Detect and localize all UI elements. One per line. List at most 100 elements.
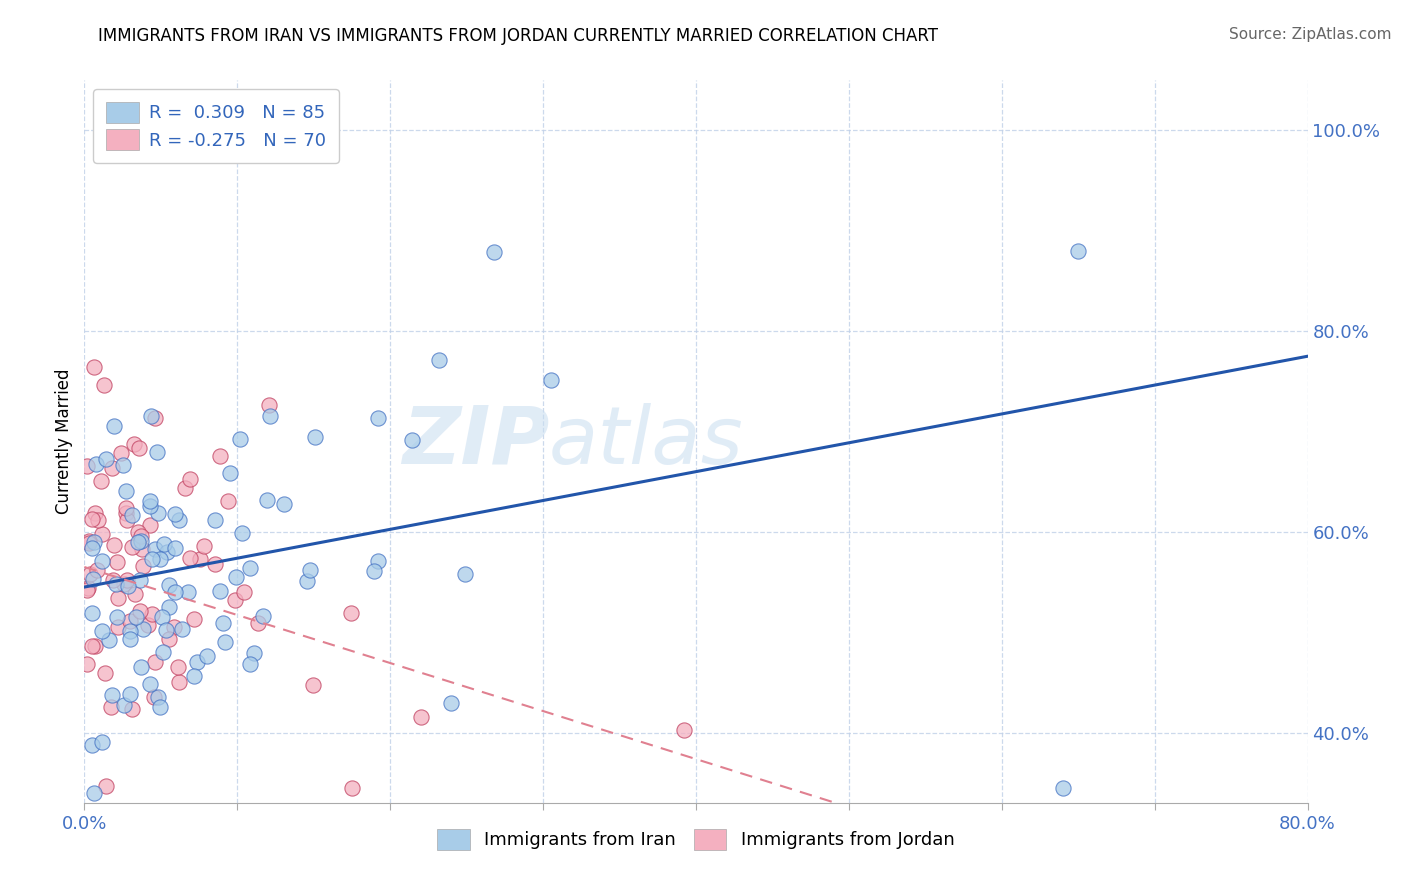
Point [152, 537, 174, 551]
Point [427, 353, 450, 368]
Point [170, 622, 193, 636]
Point [152, 645, 174, 659]
Point [96, 452, 118, 467]
Point [115, 484, 138, 499]
Text: ZIP: ZIP [402, 402, 550, 481]
Point [302, 678, 325, 692]
Point [143, 410, 166, 425]
Point [150, 610, 173, 624]
Point [273, 497, 295, 511]
Point [193, 540, 215, 554]
Point [167, 674, 190, 689]
Point [129, 529, 152, 543]
Point [165, 541, 187, 555]
Point [232, 585, 254, 599]
Point [183, 612, 205, 626]
Point [157, 600, 180, 615]
Point [197, 648, 219, 663]
Point [124, 437, 146, 451]
Point [86, 563, 108, 577]
Point [101, 461, 124, 475]
Point [339, 607, 361, 621]
Point [120, 624, 142, 639]
Point [179, 472, 201, 486]
Point [225, 570, 247, 584]
Point [121, 540, 143, 554]
Point [231, 526, 253, 541]
Point [90, 554, 112, 568]
Point [540, 373, 562, 387]
Point [107, 619, 129, 633]
Point [110, 446, 132, 460]
Point [454, 566, 477, 581]
Point [217, 493, 239, 508]
Point [115, 573, 138, 587]
Text: Source: ZipAtlas.com: Source: ZipAtlas.com [1229, 27, 1392, 42]
Point [80, 512, 103, 526]
Point [149, 700, 172, 714]
Point [212, 616, 235, 631]
Point [214, 635, 236, 649]
Point [76, 657, 98, 671]
Point [101, 573, 124, 587]
Point [90, 474, 112, 488]
Point [173, 481, 195, 495]
Point [127, 535, 149, 549]
Point [138, 499, 160, 513]
Point [84, 506, 107, 520]
Point [128, 441, 150, 455]
Point [94, 665, 117, 680]
Point [136, 617, 159, 632]
Point [143, 541, 166, 556]
Point [127, 525, 149, 540]
Point [84, 457, 107, 471]
Point [129, 660, 152, 674]
Point [91, 527, 114, 541]
Point [80, 541, 103, 555]
Point [111, 458, 134, 472]
Point [112, 576, 135, 591]
Point [131, 534, 153, 549]
Point [239, 561, 262, 575]
Point [80, 607, 103, 621]
Point [91, 735, 114, 749]
Point [156, 545, 179, 559]
Point [204, 513, 226, 527]
Point [83, 534, 105, 549]
Point [340, 780, 363, 795]
Point [97, 633, 120, 648]
Point [157, 578, 180, 592]
Point [183, 669, 205, 683]
Point [163, 620, 186, 634]
Point [115, 513, 138, 527]
Point [83, 786, 105, 800]
Point [77, 581, 100, 595]
Point [246, 616, 269, 631]
Point [484, 245, 506, 260]
Point [256, 493, 278, 508]
Point [208, 584, 231, 599]
Point [139, 493, 162, 508]
Point [112, 698, 135, 712]
Point [115, 501, 138, 516]
Point [139, 677, 162, 691]
Point [298, 563, 321, 577]
Point [146, 690, 169, 705]
Point [79, 567, 101, 582]
Point [132, 559, 155, 574]
Point [440, 696, 463, 710]
Point [103, 538, 125, 552]
Point [177, 585, 200, 599]
Point [107, 591, 129, 606]
Point [94, 779, 117, 793]
Point [100, 700, 122, 714]
Point [163, 584, 186, 599]
Point [76, 583, 98, 598]
Point [79, 533, 101, 548]
Point [148, 551, 170, 566]
Legend: Immigrants from Iran, Immigrants from Jordan: Immigrants from Iran, Immigrants from Jo… [429, 820, 963, 859]
Point [167, 660, 190, 674]
Point [128, 604, 150, 618]
Point [132, 623, 155, 637]
Point [163, 507, 186, 521]
